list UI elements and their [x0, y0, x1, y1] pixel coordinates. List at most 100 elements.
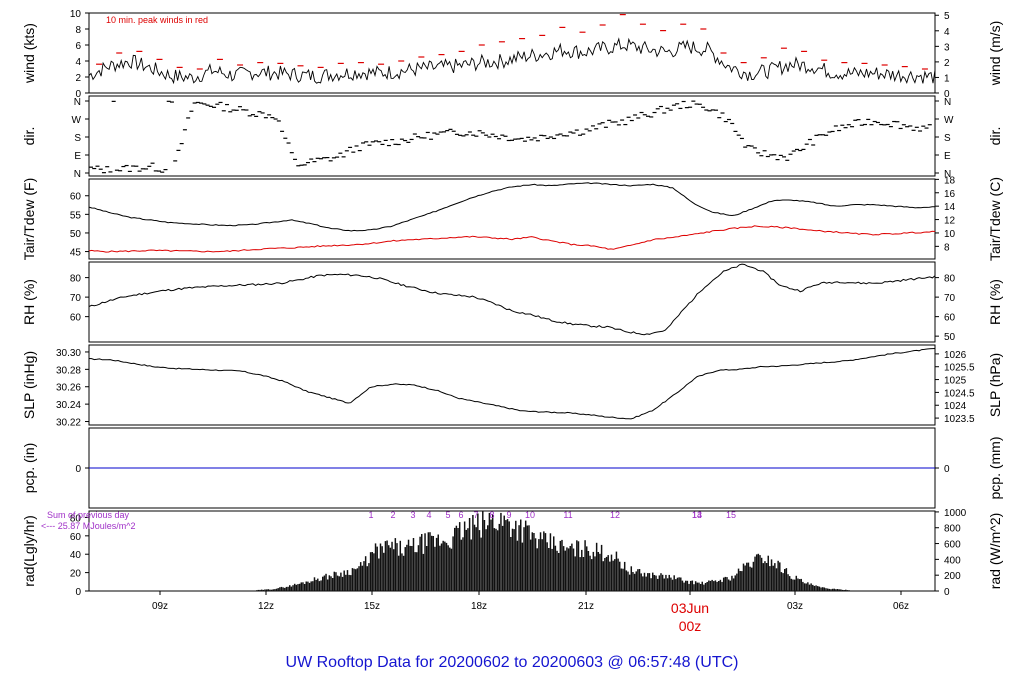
radiation-bar [617, 558, 619, 591]
dir-tick-label-right: S [944, 133, 951, 144]
radiation-bar [574, 556, 576, 591]
radiation-bar [792, 579, 794, 591]
slp-tick-label-right: 1025.5 [944, 363, 975, 374]
hour-label: 15 [726, 510, 736, 520]
slp-tick-label-right: 1025 [944, 376, 967, 387]
radiation-bar [455, 525, 458, 591]
radiation-bar [812, 584, 814, 591]
radiation-bar [397, 555, 400, 591]
radiation-bar [302, 582, 304, 591]
radiation-bar [694, 581, 697, 591]
hour-label: 11 [563, 510, 572, 520]
radiation-bar [473, 524, 476, 591]
radiation-bar [739, 571, 741, 591]
radiation-bar [711, 579, 713, 591]
radiation-bar [501, 525, 504, 591]
radiation-bar [693, 584, 695, 591]
radiation-bar [602, 561, 604, 591]
slp-tick-label-left: 30.26 [56, 383, 81, 394]
radiation-bar [300, 582, 303, 591]
radiation-bar [820, 587, 822, 591]
slp-tick-label-left: 30.22 [56, 418, 81, 429]
radiation-bar [760, 557, 763, 591]
slp-tick-label-right: 1024.5 [944, 388, 975, 399]
radiation-bar [269, 589, 271, 591]
radiation-bar [500, 512, 502, 591]
radiation-bar [447, 545, 449, 591]
radiation-bar [308, 582, 311, 591]
radiation-bar [396, 543, 398, 591]
radiation-bar [643, 572, 646, 591]
rad-sum-note-1: Sum of previous day [47, 510, 130, 520]
radiation-bar [836, 589, 839, 591]
radiation-bar [808, 584, 811, 591]
radiation-bar [557, 553, 560, 591]
radiation-bar [440, 543, 443, 591]
hour-label: 14 [692, 510, 702, 520]
radiation-bar [736, 573, 738, 591]
radiation-bar [587, 551, 590, 591]
wind-tick-label-left: 10 [70, 9, 82, 20]
radiation-bar [716, 581, 718, 591]
radiation-bar [670, 577, 672, 591]
radiation-bar [503, 515, 505, 591]
radiation-bar [257, 589, 260, 591]
radiation-bar [493, 528, 496, 591]
radiation-bar [402, 555, 405, 591]
peak-wind-note: 10 min. peak winds in red [106, 15, 208, 25]
temperature-tick-label-left: 55 [70, 210, 82, 221]
radiation-bar [386, 540, 388, 591]
wind-tick-label-left: 6 [75, 41, 81, 52]
wind-ylabel-right: wind (m/s) [987, 21, 1003, 87]
radiation-bar [802, 581, 804, 591]
radiation-ylabel-left: rad(Lgly/hr) [21, 515, 37, 587]
radiation-bar [838, 589, 840, 591]
rh-tick-label-right: 60 [944, 313, 956, 324]
radiation-bar [361, 565, 364, 591]
radiation-bar [678, 577, 680, 591]
radiation-bar [483, 520, 486, 591]
radiation-bar [772, 565, 774, 591]
temperature-tick-label-right: 10 [944, 229, 956, 240]
radiation-bar [356, 568, 359, 591]
radiation-bar [541, 539, 543, 591]
radiation-bar [638, 569, 641, 591]
radiation-bar [599, 553, 601, 591]
radiation-bar [351, 568, 354, 591]
radiation-bar [609, 561, 611, 591]
radiation-bar [549, 533, 552, 591]
radiation-bar [554, 545, 557, 591]
radiation-bar [793, 579, 796, 591]
radiation-bar [592, 551, 595, 591]
dir-tick-label-right: W [944, 115, 954, 126]
radiation-bar [491, 514, 494, 591]
hour-label: 2 [390, 510, 395, 520]
radiation-bar [650, 578, 652, 591]
radiation-bar [412, 538, 415, 591]
radiation-tick-label-left: 20 [70, 569, 82, 580]
radiation-bar [569, 546, 571, 591]
radiation-bar [336, 575, 339, 591]
radiation-bar [619, 561, 621, 591]
air-temp-line [88, 182, 936, 232]
time-tick-label: 12z [258, 601, 274, 612]
radiation-bar [590, 559, 593, 591]
radiation-bar [698, 582, 700, 591]
temperature-tick-label-right: 8 [944, 242, 950, 253]
radiation-bar [292, 585, 294, 591]
radiation-tick-label-right: 400 [944, 555, 961, 566]
radiation-bar [765, 563, 768, 591]
radiation-bar [434, 546, 436, 591]
radiation-bar [516, 540, 519, 591]
radiation-bar [589, 555, 591, 591]
radiation-bar [477, 513, 479, 591]
date-label: 03Jun [671, 600, 709, 616]
radiation-bar [539, 532, 542, 591]
radiation-bar [376, 546, 378, 591]
radiation-bar [754, 556, 756, 591]
radiation-bar [813, 585, 816, 591]
radiation-bar [637, 569, 639, 591]
